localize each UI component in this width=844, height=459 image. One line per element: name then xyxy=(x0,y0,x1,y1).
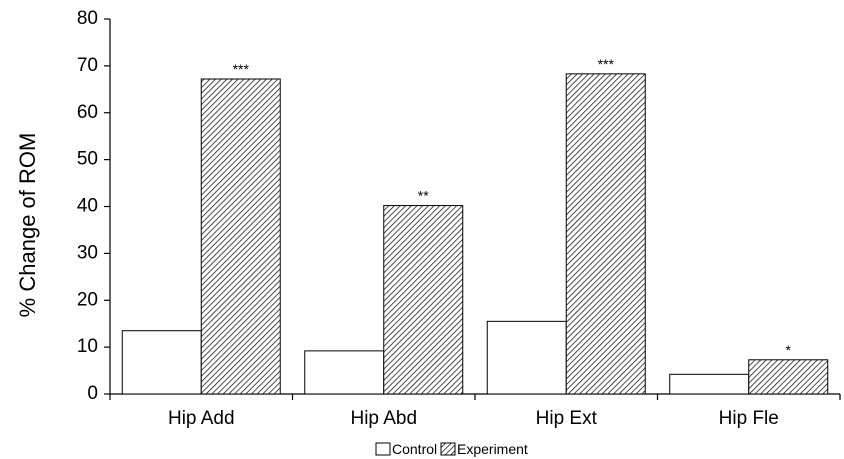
legend-swatch-experiment xyxy=(440,442,456,456)
bars xyxy=(121,73,829,395)
significance-label: ** xyxy=(418,188,429,204)
bar-experiment-hip-ext xyxy=(565,73,646,395)
x-axis: Hip Add Hip Abd Hip Ext Hip Fle xyxy=(109,393,841,429)
bar-control-hip-abd xyxy=(304,350,385,395)
legend: Control Experiment xyxy=(375,441,528,457)
y-tick-label: 60 xyxy=(77,102,98,123)
y-tick-label: 20 xyxy=(77,289,98,310)
y-tick-label: 10 xyxy=(77,336,98,357)
significance-label: * xyxy=(786,342,792,358)
significance-annotations: ********* xyxy=(233,56,792,358)
bar-experiment-hip-add xyxy=(200,78,281,395)
y-axis-title: % Change of ROM xyxy=(15,133,40,318)
y-tick-label: 80 xyxy=(77,8,98,29)
y-tick-label: 0 xyxy=(87,383,98,404)
y-axis: 0 10 20 30 40 50 60 70 80 xyxy=(77,8,111,404)
legend-label-experiment: Experiment xyxy=(457,441,528,457)
bar-experiment-hip-abd xyxy=(383,205,464,395)
x-category-label: Hip Ext xyxy=(536,408,598,429)
significance-label: *** xyxy=(598,56,615,72)
legend-swatch-control xyxy=(375,442,391,456)
bar-control-hip-fle xyxy=(669,373,750,395)
x-category-label: Hip Add xyxy=(168,408,235,429)
x-category-label: Hip Abd xyxy=(350,408,417,429)
y-tick-label: 50 xyxy=(77,149,98,170)
significance-label: *** xyxy=(233,61,250,77)
y-tick-label: 70 xyxy=(77,55,98,76)
bar-experiment-hip-fle xyxy=(748,359,829,395)
legend-label-control: Control xyxy=(392,441,437,457)
bar-control-hip-add xyxy=(121,330,202,395)
y-tick-label: 40 xyxy=(77,196,98,217)
bar-control-hip-ext xyxy=(486,320,567,395)
x-category-label: Hip Fle xyxy=(719,408,779,429)
y-tick-label: 30 xyxy=(77,242,98,263)
